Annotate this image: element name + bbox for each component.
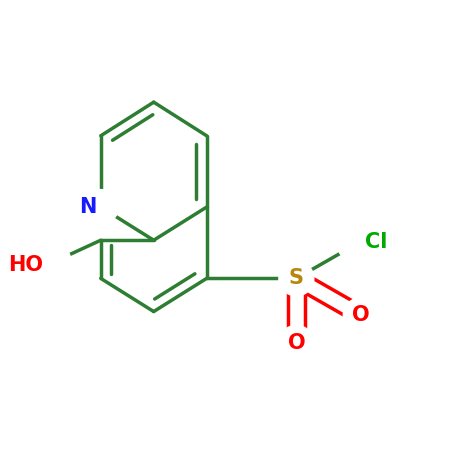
Text: N: N (79, 197, 96, 217)
Circle shape (279, 261, 314, 296)
Text: Cl: Cl (365, 232, 388, 252)
Text: HO: HO (8, 255, 43, 274)
Text: O: O (288, 333, 305, 353)
Circle shape (24, 241, 72, 289)
Text: O: O (352, 305, 370, 325)
Circle shape (343, 298, 378, 333)
Circle shape (337, 218, 385, 265)
Circle shape (83, 190, 118, 225)
Text: S: S (289, 268, 304, 288)
Circle shape (279, 325, 314, 360)
